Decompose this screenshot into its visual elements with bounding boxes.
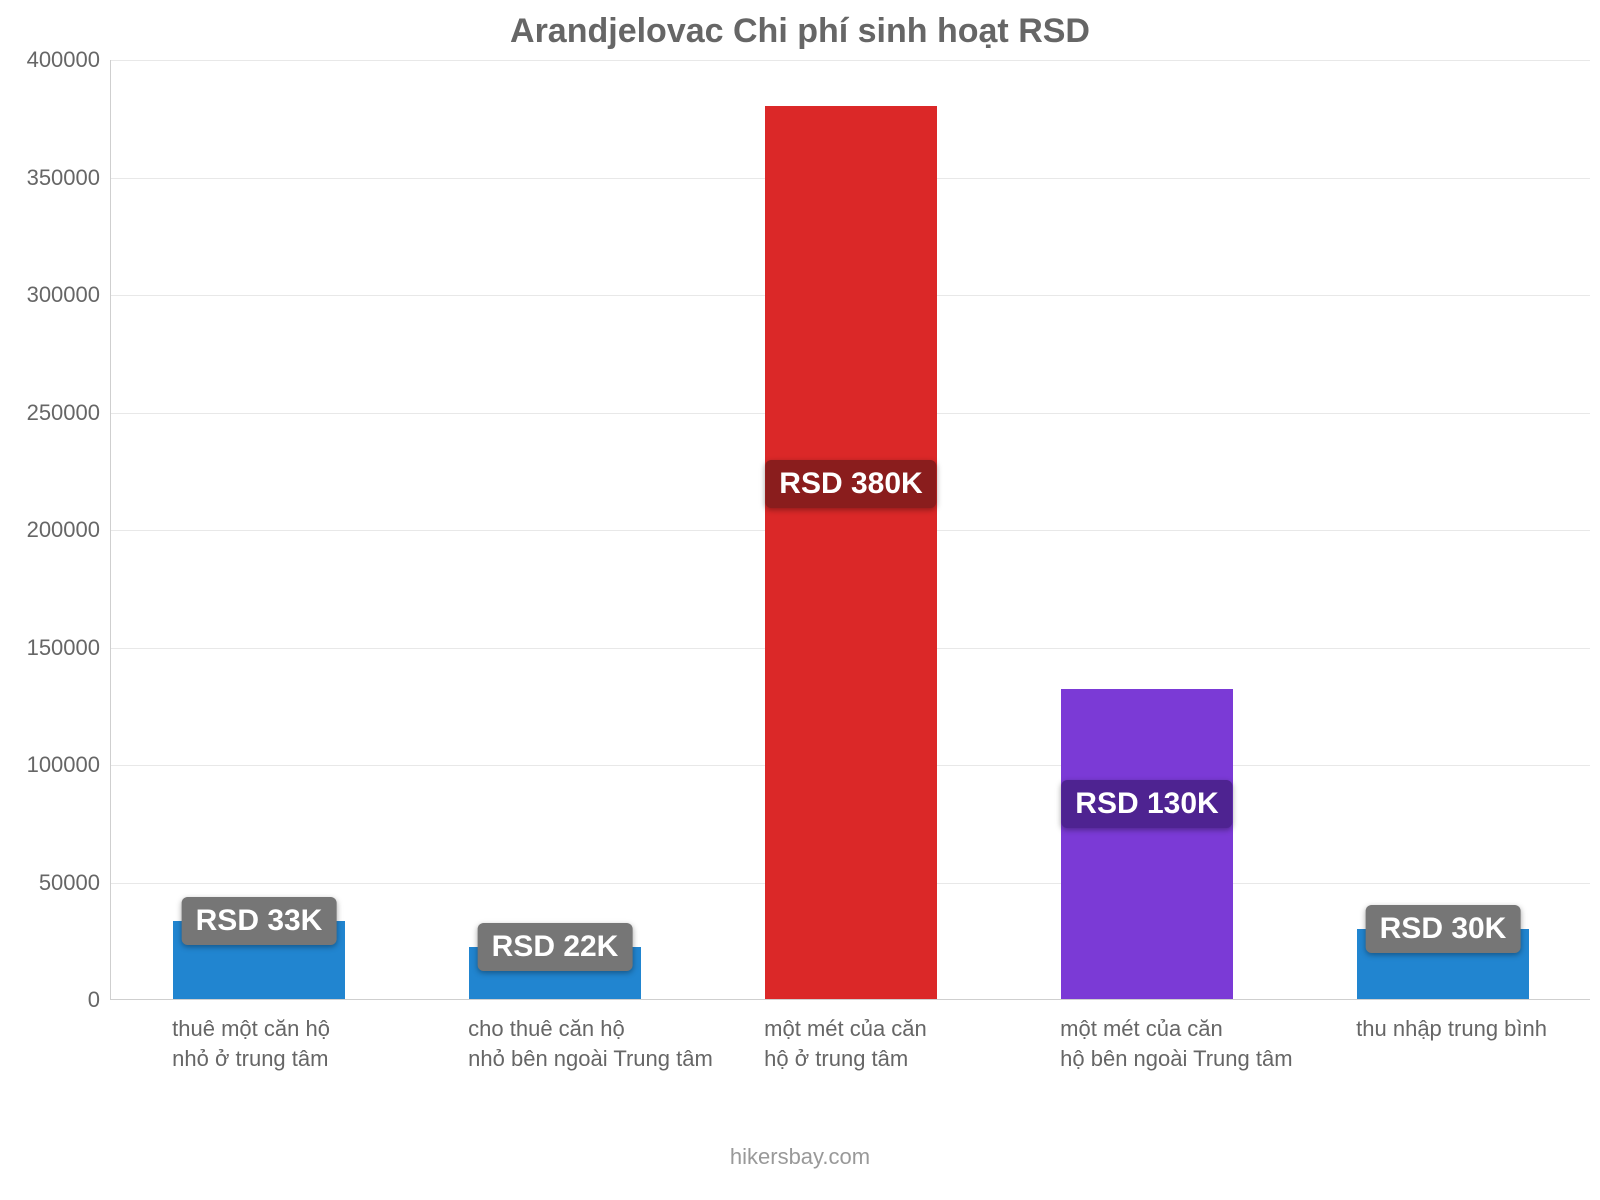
chart-footer: hikersbay.com xyxy=(0,1144,1600,1170)
plot-area: RSD 33K RSD 22K RSD 380K RSD 130K RSD 30K xyxy=(110,60,1590,1000)
y-tick-label: 50000 xyxy=(0,870,100,896)
y-tick-label: 150000 xyxy=(0,635,100,661)
bar xyxy=(765,106,937,999)
x-category-label: một mét của căn hộ ở trung tâm xyxy=(764,1014,1045,1073)
cost-of-living-chart: Arandjelovac Chi phí sinh hoạt RSD 0 5000… xyxy=(0,0,1600,1200)
grid-line xyxy=(111,60,1590,61)
x-category-label: thu nhập trung bình xyxy=(1356,1014,1600,1044)
y-tick-label: 100000 xyxy=(0,752,100,778)
x-category-label: cho thuê căn hộ nhỏ bên ngoài Trung tâm xyxy=(468,1014,749,1073)
x-category-label: một mét của căn hộ bên ngoài Trung tâm xyxy=(1060,1014,1341,1073)
y-tick-label: 350000 xyxy=(0,165,100,191)
bar xyxy=(1061,689,1233,999)
bar-value-label: RSD 33K xyxy=(182,897,337,945)
bar-value-label: RSD 380K xyxy=(765,460,936,508)
y-tick-label: 200000 xyxy=(0,517,100,543)
chart-title: Arandjelovac Chi phí sinh hoạt RSD xyxy=(0,12,1600,51)
y-tick-label: 300000 xyxy=(0,282,100,308)
x-category-label: thuê một căn hộ nhỏ ở trung tâm xyxy=(172,1014,453,1073)
bar-value-label: RSD 22K xyxy=(478,923,633,971)
y-tick-label: 0 xyxy=(0,987,100,1013)
bar-value-label: RSD 30K xyxy=(1366,905,1521,953)
y-tick-label: 400000 xyxy=(0,47,100,73)
bar-value-label: RSD 130K xyxy=(1061,780,1232,828)
y-tick-label: 250000 xyxy=(0,400,100,426)
